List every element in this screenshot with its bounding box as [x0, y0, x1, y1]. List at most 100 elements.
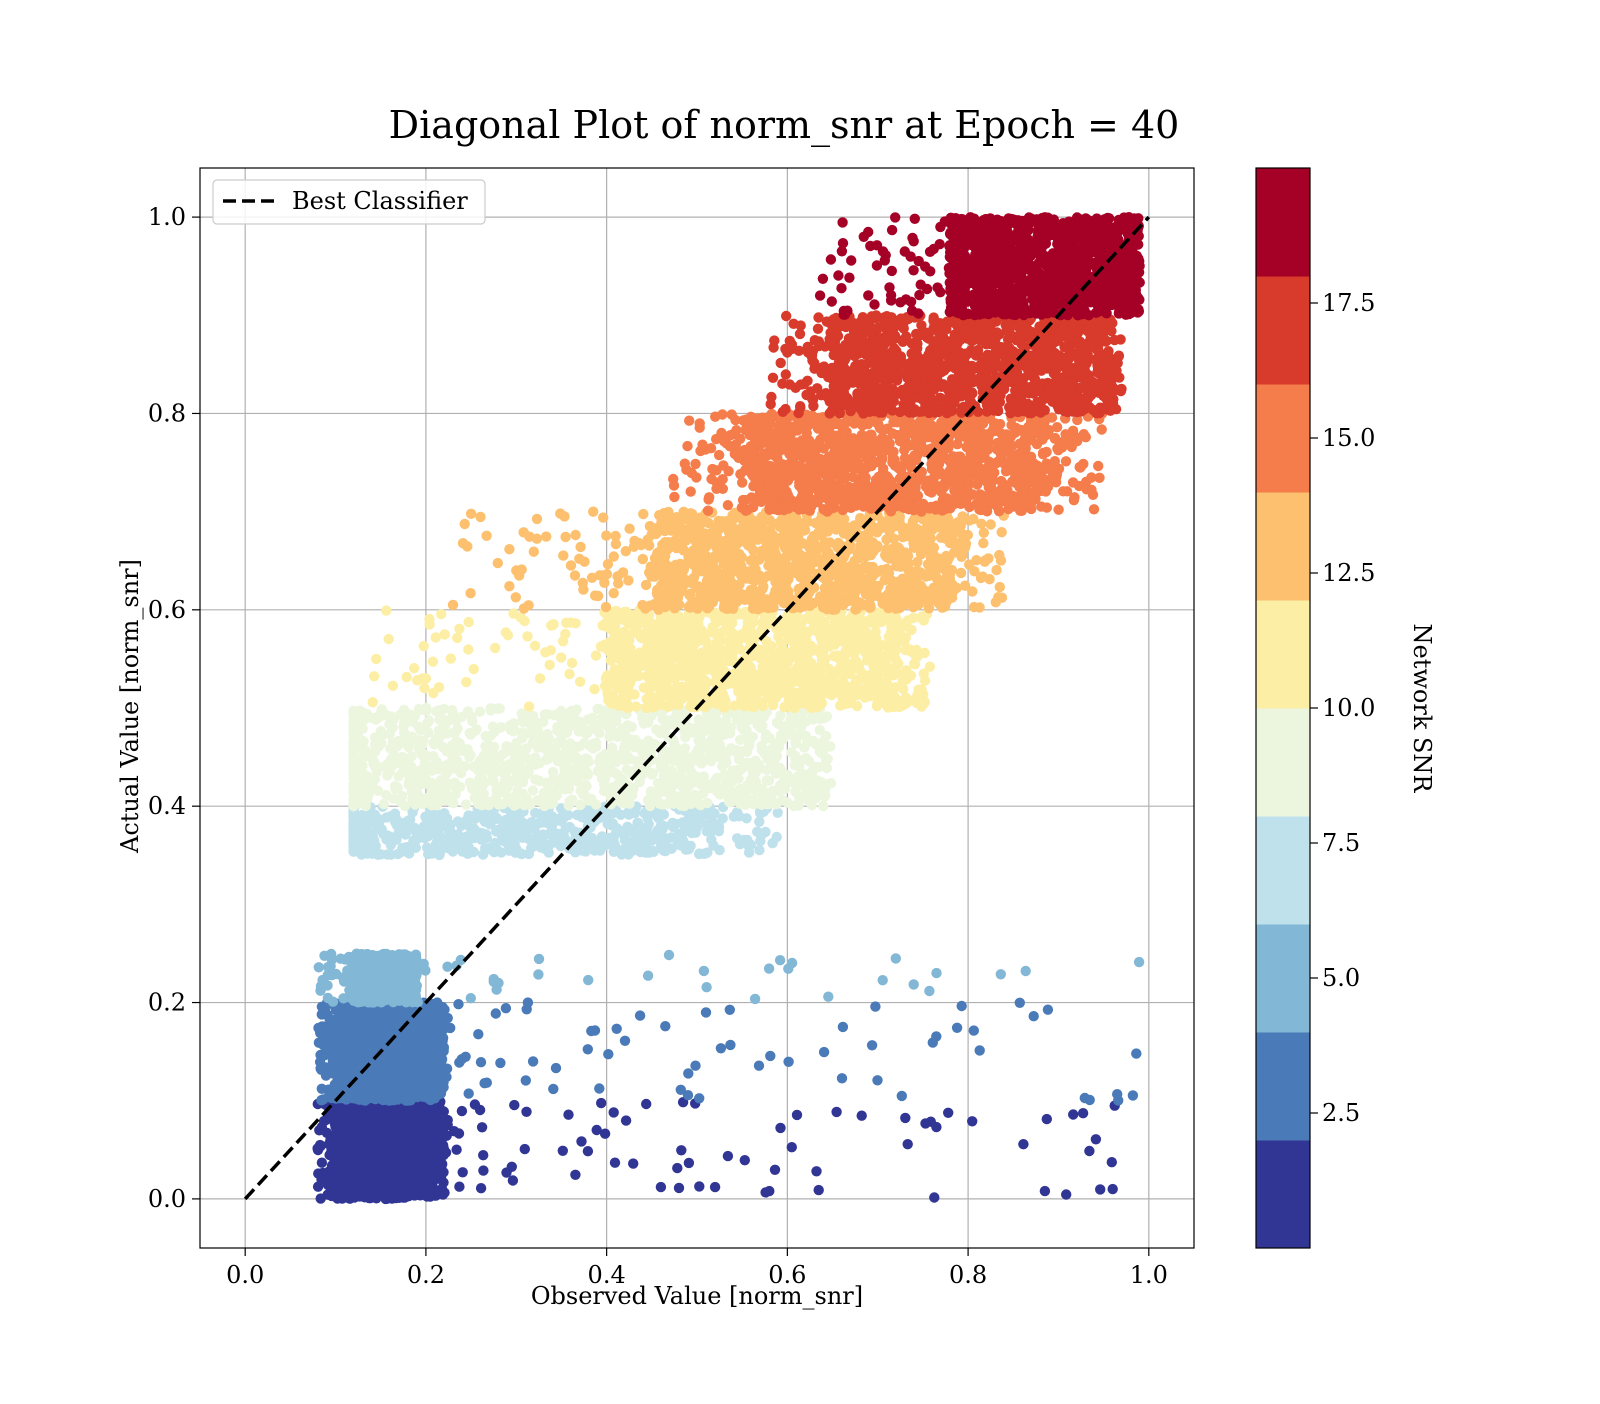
scatter-point [554, 756, 564, 766]
scatter-point [396, 847, 406, 857]
scatter-point [692, 809, 702, 819]
scatter-point [599, 832, 609, 842]
scatter-point [499, 768, 509, 778]
scatter-point [372, 987, 382, 997]
scatter-point [967, 1116, 977, 1126]
scatter-point [759, 748, 769, 758]
scatter-point [464, 1088, 474, 1098]
scatter-point [570, 773, 580, 783]
scatter-point [657, 714, 667, 724]
scatter-point [581, 729, 591, 739]
scatter-point [643, 736, 653, 746]
scatter-point [819, 1047, 829, 1057]
scatter-point [443, 1120, 453, 1130]
scatter-point [608, 818, 618, 828]
scatter-point [596, 1098, 606, 1108]
scatter-point [516, 848, 526, 858]
scatter-point [565, 738, 575, 748]
scatter-point [575, 785, 585, 795]
scatter-point [867, 1040, 877, 1050]
scatter-point [608, 835, 618, 845]
scatter-point [655, 799, 665, 809]
scatter-point [432, 1168, 442, 1178]
scatter-point [489, 847, 499, 857]
scatter-point [710, 776, 720, 786]
scatter-point [672, 1163, 682, 1173]
scatter-point [606, 714, 616, 724]
scatter-point [393, 1122, 403, 1132]
scatter-point [382, 849, 392, 859]
scatter-point [808, 736, 818, 746]
scatter-point [359, 824, 369, 834]
scatter-point [386, 1076, 396, 1086]
scatter-point [716, 1043, 726, 1053]
scatter-point [389, 1172, 399, 1182]
scatter-point [383, 973, 393, 983]
scatter-point [535, 776, 545, 786]
scatter-point [725, 728, 735, 738]
scatter-point [470, 725, 480, 735]
scatter-point [659, 761, 669, 771]
scatter-point [383, 1141, 393, 1151]
scatter-point [362, 1010, 372, 1020]
scatter-point [373, 1168, 383, 1178]
scatter-point [643, 971, 653, 981]
scatter-point [683, 1068, 693, 1078]
scatter-point [750, 711, 760, 721]
scatter-point [330, 1068, 340, 1078]
scatter-point [790, 738, 800, 748]
scatter-point [690, 828, 700, 838]
scatter-point [421, 703, 431, 713]
scatter-point [324, 1150, 334, 1160]
scatter-point [410, 710, 420, 720]
scatter-point [366, 1140, 376, 1150]
scatter-point [534, 818, 544, 828]
scatter-point [750, 994, 760, 1004]
scatter-point [453, 999, 463, 1009]
scatter-point [392, 959, 402, 969]
scatter-point [526, 721, 536, 731]
scatter-point [957, 1001, 967, 1011]
scatter-point [664, 747, 674, 757]
scatter-point [602, 768, 612, 778]
scatter-point [804, 787, 814, 797]
scatter-point [369, 1119, 379, 1129]
scatter-point [660, 1021, 670, 1031]
scatter-point [369, 1075, 379, 1085]
scatter-point [783, 1057, 793, 1067]
scatter-point [996, 969, 1006, 979]
scatter-point [595, 845, 605, 855]
scatter-point [635, 1010, 645, 1020]
scatter-point [512, 786, 522, 796]
scatter-point [742, 796, 752, 806]
scatter-point [699, 966, 709, 976]
scatter-point [489, 974, 499, 984]
scatter-point [330, 1081, 340, 1091]
scatter-point [427, 785, 437, 795]
scatter-point [926, 1117, 936, 1127]
scatter-point [476, 1057, 486, 1067]
scatter-point [521, 1075, 531, 1085]
scatter-point [348, 747, 358, 757]
scatter-point [695, 800, 705, 810]
scatter-point [533, 795, 543, 805]
scatter-point [370, 761, 380, 771]
scatter-point [1128, 1090, 1138, 1100]
scatter-point [903, 1139, 913, 1149]
scatter-point [420, 1085, 430, 1095]
scatter-point [734, 751, 744, 761]
scatter-point [428, 1030, 438, 1040]
scatter-point [381, 1013, 391, 1023]
scatter-point [696, 735, 706, 745]
scatter-point [354, 1124, 364, 1134]
scatter-point [594, 757, 604, 767]
scatter-point [414, 1125, 424, 1135]
scatter-point [420, 965, 430, 975]
scatter-point [514, 757, 524, 767]
scatter-point [552, 726, 562, 736]
scatter-point [460, 761, 470, 771]
scatter-point [792, 1110, 802, 1120]
scatter-point [486, 705, 496, 715]
scatter-point [628, 1158, 638, 1168]
scatter-point [312, 1143, 322, 1153]
